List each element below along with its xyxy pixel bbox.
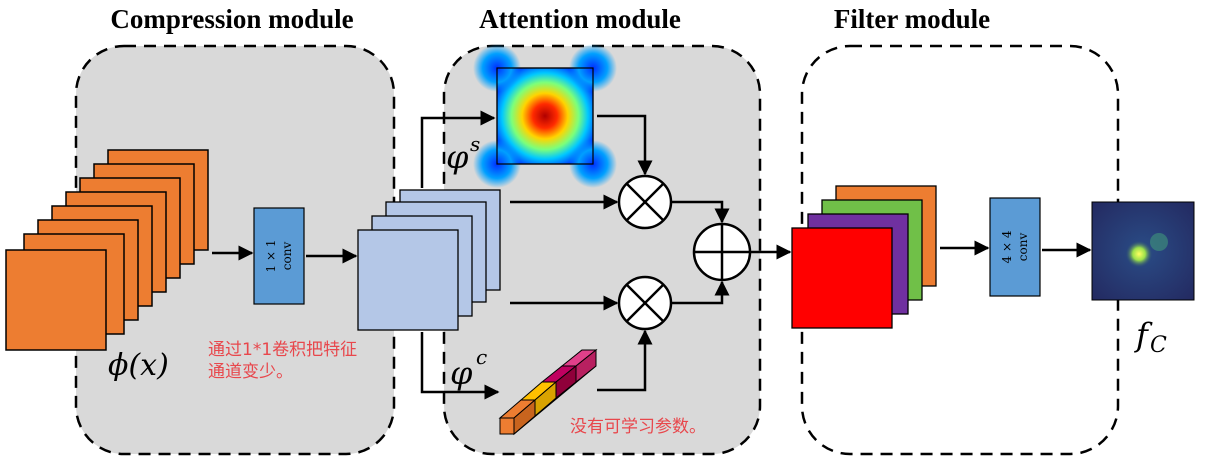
svg-text:C: C <box>1150 333 1167 358</box>
input-feature-stack <box>5 149 209 351</box>
multiply-operator-top <box>617 174 673 230</box>
svg-text:s: s <box>470 132 480 156</box>
conv-1x1-block <box>253 207 305 305</box>
conv-4x4-size-label: 4 × 4 <box>1000 230 1014 263</box>
input-feature-label: ϕ(x) <box>108 348 169 383</box>
spatial-attention-map <box>473 44 617 188</box>
filter-feature-stack <box>791 185 937 329</box>
output-response-map <box>1091 201 1195 301</box>
channel-attention-vector <box>498 348 598 436</box>
svg-text:φ: φ <box>450 354 473 392</box>
phi-s-label: φ s <box>446 132 480 176</box>
compression-module-title: Compression module <box>110 4 353 34</box>
compression-note-line1: 通过1*1卷积把特征 <box>208 340 357 360</box>
compressed-feature-stack <box>357 189 501 331</box>
fc-label: f C <box>1134 316 1167 358</box>
connector-arrows <box>212 110 1092 400</box>
compression-panel <box>74 44 396 456</box>
add-operator <box>692 222 752 282</box>
svg-text:φ: φ <box>446 138 469 176</box>
svg-text:c: c <box>476 345 487 369</box>
multiply-operator-bottom <box>617 275 673 331</box>
attention-note: 没有可学习参数。 <box>570 417 706 437</box>
compression-note-line2: 通道变少。 <box>208 362 293 382</box>
conv-1x1-size-label: 1 × 1 <box>264 240 278 273</box>
conv-1x1-name-label: conv <box>280 242 294 271</box>
conv-4x4-name-label: conv <box>1016 233 1030 262</box>
phi-c-label: φ c <box>450 345 487 392</box>
attention-module-title: Attention module <box>479 4 681 34</box>
filter-module-title: Filter module <box>834 4 990 34</box>
conv-4x4-block <box>989 197 1041 297</box>
